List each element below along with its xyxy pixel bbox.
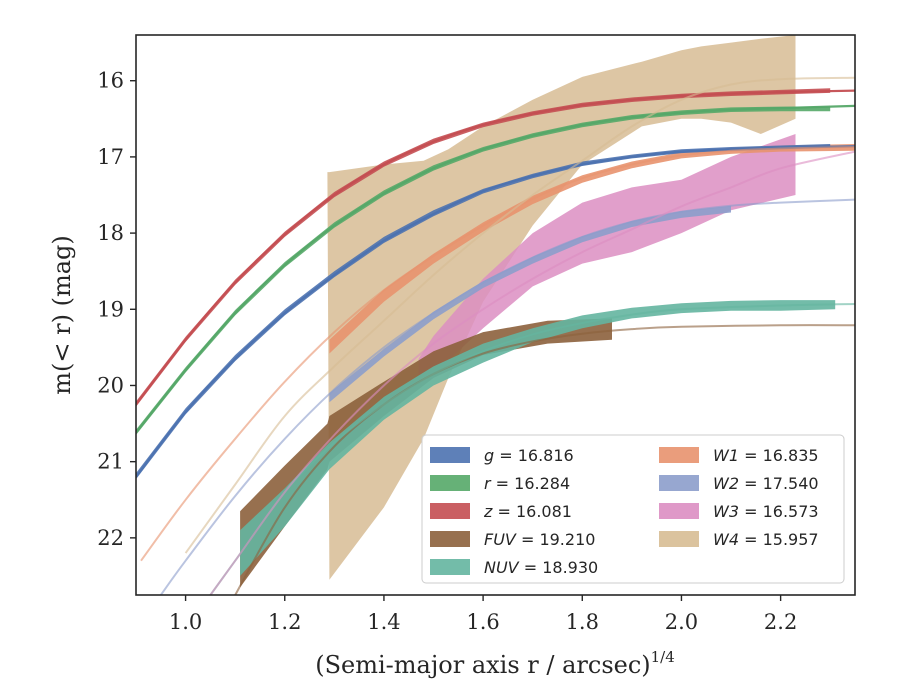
legend-swatch-w4: [659, 531, 699, 547]
legend-swatch-w3: [659, 503, 699, 519]
legend-swatch-w2: [659, 475, 699, 491]
y-tick-label: 20: [97, 373, 124, 397]
legend-label-fuv: FUV = 19.210: [484, 530, 595, 549]
y-tick-label: 18: [97, 221, 124, 245]
legend-swatch-nuv: [430, 559, 470, 575]
x-tick-label: 1.2: [268, 610, 301, 634]
legend-swatch-z: [430, 503, 470, 519]
x-tick-label: 1.8: [566, 610, 599, 634]
model-curve-fuv: [234, 324, 855, 595]
model-curve-w2: [159, 198, 855, 595]
legend-label-z: z = 16.081: [483, 502, 572, 521]
y-tick-label: 16: [97, 69, 124, 93]
x-axis-title: (Semi-major axis r / arcsec)1/4: [315, 648, 675, 679]
legend: g = 16.816 r = 16.284 z = 16.081 FUV = 19.2…: [421, 434, 845, 584]
band-area-w4: [327, 35, 796, 580]
plot-frame: [135, 34, 856, 596]
x-tick-label: 2.0: [665, 610, 698, 634]
measured-bands-layer: [136, 35, 855, 588]
y-tick-label: 19: [97, 297, 124, 321]
y-axis: 16 17 18 19 20 21 22: [97, 69, 136, 550]
band-area-nuv: [240, 300, 836, 576]
legend-label-w3: W3 = 16.573: [713, 502, 819, 521]
model-curve-w1: [140, 146, 855, 562]
legend-swatch-g: [430, 447, 470, 463]
legend-swatch-w1: [659, 447, 699, 463]
x-tick-label: 1.6: [466, 610, 499, 634]
model-curves-layer: [136, 76, 855, 595]
model-curve-g: [136, 145, 855, 478]
y-axis-title: m(< r) (mag): [48, 235, 76, 394]
x-axis: 1.0 1.2 1.4 1.6 1.8 2.0 2.2: [169, 595, 797, 634]
legend-swatch-fuv: [430, 531, 470, 547]
legend-swatch-r: [430, 475, 470, 491]
legend-label-w1: W1 = 16.835: [713, 446, 819, 465]
model-curve-r: [136, 104, 855, 434]
band-area-w3: [418, 134, 796, 386]
y-tick-label: 17: [97, 145, 124, 169]
legend-label-r: r = 16.284: [484, 474, 570, 493]
y-tick-label: 21: [97, 450, 124, 474]
x-tick-label: 1.0: [169, 610, 202, 634]
legend-label-g: g = 16.816: [484, 446, 574, 465]
model-curve-z: [136, 89, 855, 406]
x-tick-label: 2.2: [764, 610, 797, 634]
legend-label-nuv: NUV = 18.930: [484, 558, 598, 577]
y-tick-label: 22: [97, 526, 124, 550]
legend-label-w4: W4 = 15.957: [713, 530, 819, 549]
model-curve-w4: [184, 76, 855, 554]
legend-frame: [421, 434, 845, 584]
model-curve-w3: [209, 150, 855, 595]
legend-label-w2: W2 = 17.540: [713, 474, 819, 493]
x-tick-label: 1.4: [367, 610, 400, 634]
